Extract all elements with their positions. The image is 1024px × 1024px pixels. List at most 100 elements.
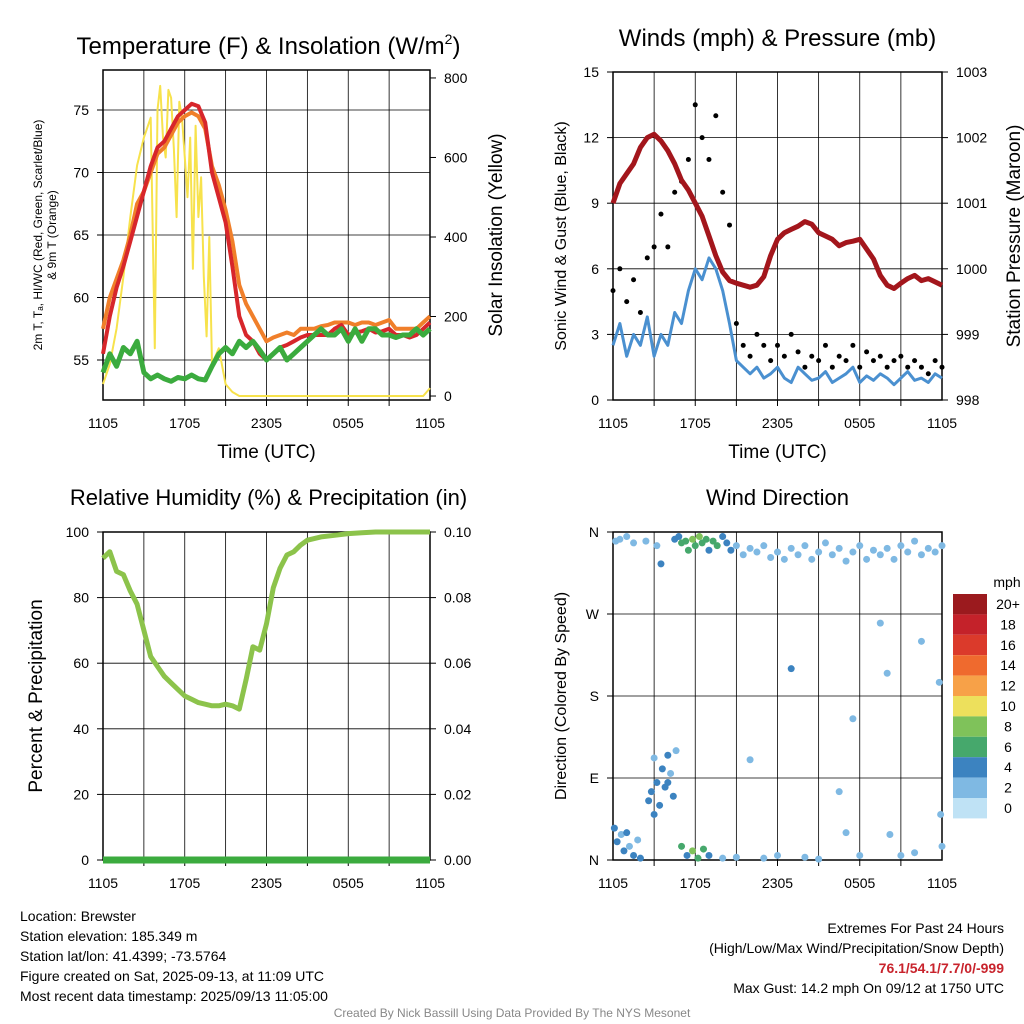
dir-speed-point [678, 842, 686, 850]
dir-speed-point [876, 551, 884, 559]
dir-speed-point [732, 542, 740, 550]
dir-speed-point [642, 537, 650, 545]
wind-gust-point [733, 320, 739, 326]
wind-gust-point [884, 364, 890, 370]
temp-ytick-label: 70 [73, 165, 89, 181]
wind-gust-point [822, 342, 828, 348]
dir-speed-point [794, 551, 802, 559]
wind-gust-point [685, 156, 691, 162]
wind-gust-point [658, 211, 664, 217]
dir-speed-point [760, 542, 768, 550]
temp-y2tick-label: 200 [444, 309, 468, 325]
rh-xtick-label: 1105 [415, 875, 445, 891]
dir-legend-swatch [953, 614, 987, 635]
wind-gust-point [720, 189, 726, 195]
wind-gust-point [816, 358, 822, 364]
dir-speed-point [856, 542, 864, 550]
dir-ytick-label: N [589, 524, 599, 540]
dir-speed-point [801, 853, 809, 861]
temp-xtick-label: 0505 [333, 415, 364, 431]
dir-y-axis-label: Direction (Colored By Speed) [553, 592, 570, 800]
dir-speed-point [801, 542, 809, 550]
dir-legend-swatch [953, 777, 987, 798]
dir-legend-swatch [953, 655, 987, 676]
dir-ytick-label: N [589, 852, 599, 868]
dir-speed-point [617, 830, 625, 838]
rh-y2tick-label: 0.00 [444, 852, 471, 868]
dir-speed-point [938, 842, 946, 850]
wind-gust-point [665, 244, 671, 250]
wind-ytick-label: 12 [583, 130, 599, 146]
wind-gust-point [877, 353, 883, 359]
dir-legend-label: 2 [1004, 780, 1012, 796]
dir-speed-point [746, 756, 754, 764]
dir-legend-swatch [953, 696, 987, 717]
wind-gust-point [925, 371, 931, 377]
dir-speed-point [849, 715, 857, 723]
temp-xtick-label: 1705 [169, 415, 200, 431]
wind-gust-point [912, 358, 918, 364]
dir-speed-point [911, 849, 919, 857]
dir-speed-point [675, 533, 683, 541]
wind-gust-point [795, 349, 801, 355]
dir-speed-point [760, 854, 768, 862]
dir-legend-label: 18 [1000, 616, 1016, 632]
wind-gust-point [918, 364, 924, 370]
rh-y-axis-label: Percent & Precipitation [26, 599, 47, 792]
temp-ytick-label: 65 [73, 227, 89, 243]
dir-speed-point [656, 801, 664, 809]
latlon-text: Station lat/lon: 41.4399; -73.5764 [20, 948, 227, 964]
dir-speed-point [691, 542, 699, 550]
rh-xtick-label: 1105 [88, 875, 118, 891]
temp-y2tick-label: 600 [444, 149, 468, 165]
temp-xtick-label: 2305 [251, 415, 282, 431]
dir-legend-swatch [953, 675, 987, 696]
dir-speed-point [883, 544, 891, 552]
dir-legend-swatch [953, 594, 987, 615]
dir-speed-point [917, 637, 925, 645]
dir-legend-label: 4 [1004, 759, 1012, 775]
dir-speed-point [719, 533, 727, 541]
wind-gust-point [768, 358, 774, 364]
temp-xtick-label: 1105 [415, 415, 445, 431]
dir-speed-point [620, 847, 628, 855]
dir-speed-point [634, 836, 642, 844]
dir-speed-point [709, 537, 717, 545]
wind-y2tick-label: 1000 [956, 261, 987, 277]
wind-gust-point [829, 364, 835, 370]
dir-speed-point [713, 542, 721, 550]
dir-speed-point [856, 851, 864, 859]
temp-y2tick-label: 400 [444, 229, 468, 245]
dir-speed-point [672, 747, 680, 755]
dir-speed-point [911, 537, 919, 545]
temp-series-line [102, 84, 431, 397]
dir-speed-point [774, 548, 781, 556]
dir-speed-point [849, 548, 857, 556]
wind-chart-title: Winds (mph) & Pressure (mb) [619, 25, 936, 52]
dir-speed-point [787, 665, 795, 673]
dir-ytick-label: S [590, 688, 599, 704]
dir-speed-point [723, 539, 731, 547]
dir-speed-point [650, 810, 658, 818]
dir-speed-point [937, 810, 945, 818]
extremes-subtitle: (High/Low/Max Wind/Precipitation/Snow De… [709, 940, 1004, 956]
dir-speed-point [684, 546, 692, 554]
temp-x-axis-label: Time (UTC) [217, 442, 316, 463]
temp-y2tick-label: 0 [444, 388, 452, 404]
rh-ytick-label: 100 [66, 524, 90, 540]
wind-gust-point [836, 353, 842, 359]
rh-y2tick-label: 0.04 [444, 721, 471, 737]
wind-xtick-label: 1705 [680, 415, 711, 431]
temp-title-end: ) [452, 33, 460, 60]
rh-y2tick-label: 0.02 [444, 786, 471, 802]
dir-speed-point [917, 551, 925, 559]
dir-speed-point [664, 751, 672, 759]
rh-ytick-label: 0 [81, 852, 89, 868]
rh-y2tick-label: 0.10 [444, 524, 471, 540]
rh-xtick-label: 1705 [169, 875, 200, 891]
dir-legend-title: mph [993, 574, 1020, 590]
wind-ytick-label: 0 [591, 392, 599, 408]
dir-ytick-label: E [590, 770, 599, 786]
max-gust-text: Max Gust: 14.2 mph On 09/12 at 1750 UTC [733, 980, 1004, 996]
rh-chart-title: Relative Humidity (%) & Precipitation (i… [70, 485, 467, 510]
